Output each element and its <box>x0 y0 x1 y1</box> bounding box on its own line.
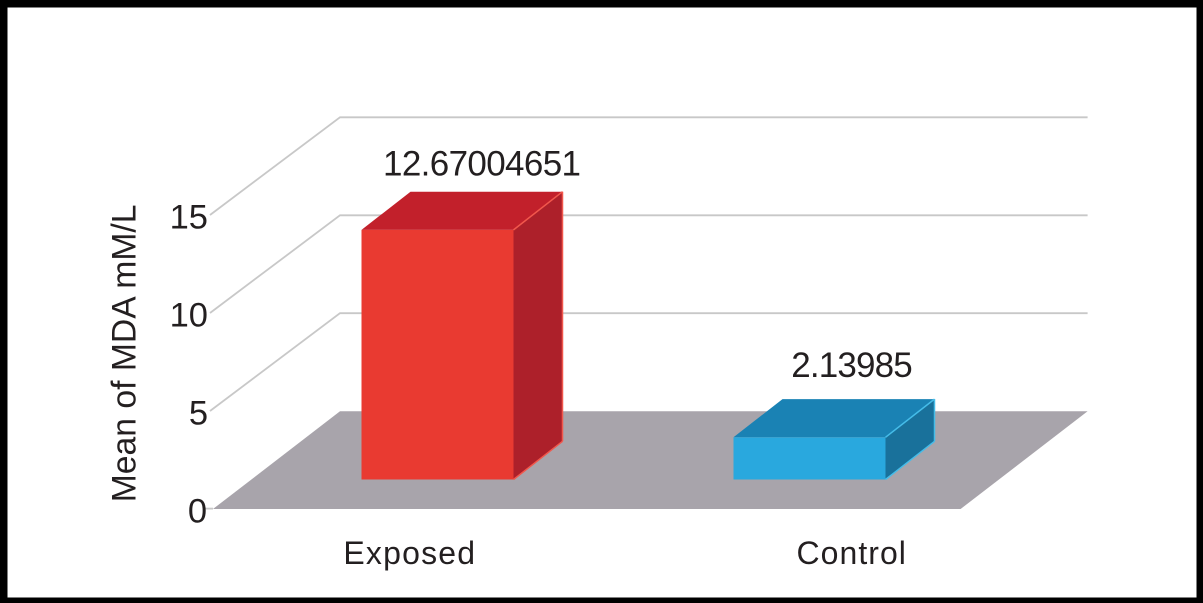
svg-text:5: 5 <box>189 395 208 433</box>
svg-text:Control: Control <box>797 535 906 571</box>
svg-text:12.67004651: 12.67004651 <box>383 144 581 183</box>
svg-text:Exposed: Exposed <box>343 535 475 571</box>
svg-text:Mean of MDA mM/L: Mean of MDA mM/L <box>106 205 144 503</box>
svg-text:0: 0 <box>188 493 207 531</box>
svg-text:2.13985: 2.13985 <box>791 346 913 385</box>
svg-text:10: 10 <box>170 297 208 335</box>
svg-text:15: 15 <box>170 199 208 237</box>
